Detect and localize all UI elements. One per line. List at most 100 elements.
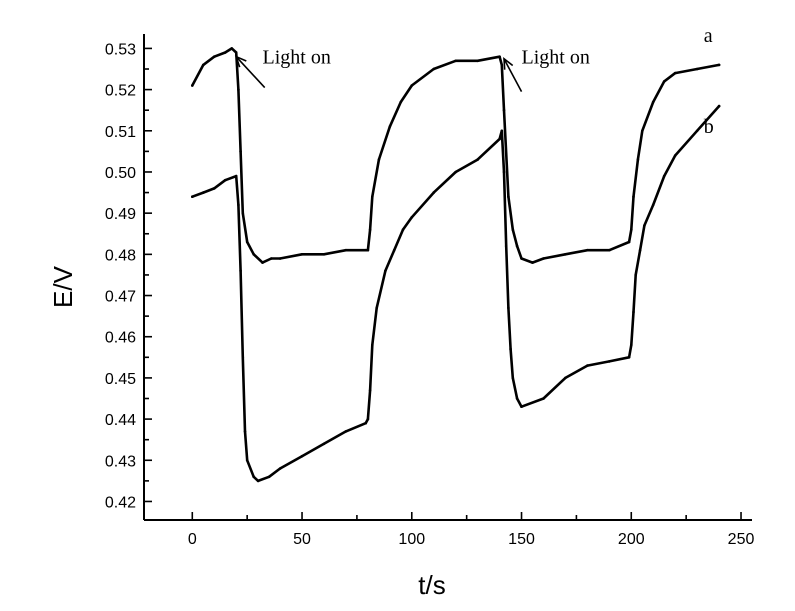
series-a-point [520, 257, 523, 260]
y-tick-label: 0.44 [105, 412, 136, 429]
annotation-arrow-shaft [235, 56, 266, 89]
series-a-point [239, 150, 242, 153]
series-a-point [237, 88, 240, 91]
series-a-point [202, 63, 205, 67]
series-line-a [191, 47, 721, 264]
series-b-point [564, 376, 567, 380]
annotation-arrow-head [503, 56, 514, 70]
series-a-point [498, 55, 501, 58]
series-a-point [454, 59, 458, 63]
series-b-point [608, 360, 611, 363]
series-b-point [643, 224, 646, 227]
series-a-point [673, 71, 677, 75]
x-axis-title: t/s [418, 570, 445, 600]
series-label-b: b [704, 116, 714, 138]
series-a-point [586, 248, 589, 252]
y-tick-label: 0.48 [105, 247, 136, 264]
series-b-point [237, 203, 240, 207]
series-b-point [627, 356, 631, 359]
series-a-point [511, 228, 515, 231]
x-tick-label: 100 [398, 531, 425, 548]
series-a-point [191, 84, 194, 87]
series-a-point [542, 257, 545, 260]
series-b-point [586, 364, 589, 367]
x-tick-label: 250 [728, 531, 755, 548]
series-b-point [520, 405, 523, 409]
series-a-point [377, 158, 381, 161]
series-b-point [695, 129, 699, 133]
series-a-point [630, 228, 633, 231]
series-b-point [632, 310, 635, 314]
series-b-point [410, 216, 414, 219]
series-b-point [511, 376, 515, 380]
series-a-point [632, 195, 635, 198]
series-a-point [507, 195, 510, 198]
y-tick-label: 0.49 [105, 206, 136, 223]
x-tick-label: 0 [188, 531, 197, 548]
series-b-point [507, 306, 510, 310]
series-b-point [454, 170, 458, 174]
series-b-point [498, 137, 501, 141]
series-b-point [630, 343, 633, 347]
series-b-point [364, 421, 368, 425]
series-b-point [300, 454, 304, 458]
series-b-point [432, 191, 436, 194]
series-a-point [500, 63, 504, 67]
series-b-point [371, 343, 374, 347]
annotation-light-on: Light on [522, 47, 590, 69]
series-a-point [388, 125, 392, 128]
series-a-point [230, 47, 234, 50]
series-b-point [401, 228, 405, 231]
series-a-point [636, 158, 640, 161]
series-b-point [191, 195, 194, 198]
series-a-point [608, 248, 611, 252]
series-a-point [564, 253, 567, 256]
series-a-point [366, 248, 370, 252]
series-a-point [261, 261, 264, 264]
y-tick-label: 0.42 [105, 494, 136, 511]
y-tick-label: 0.47 [105, 289, 136, 306]
series-b-point [392, 248, 396, 252]
series-a-point [531, 261, 534, 264]
series-a-point [695, 67, 699, 71]
series-b-point [384, 269, 387, 273]
series-b-point [502, 170, 506, 174]
series-a-point [641, 129, 644, 133]
series-a-point [245, 240, 249, 244]
y-tick-label: 0.45 [105, 371, 136, 388]
series-b-point [243, 430, 247, 433]
series-a-point [717, 63, 721, 67]
series-b-point [212, 187, 216, 190]
series-label-a: a [704, 25, 713, 47]
series-b-point [509, 347, 512, 351]
annotation-light-on: Light on [263, 47, 331, 69]
series-a-point [364, 248, 368, 252]
series-a-point [410, 84, 414, 87]
annotation-arrow-head [234, 55, 247, 68]
series-b-point [515, 397, 519, 400]
x-tick-label: 150 [508, 531, 535, 548]
y-tick-label: 0.50 [105, 165, 136, 182]
series-b-point [651, 203, 655, 207]
x-tick-label: 50 [293, 531, 311, 548]
series-b-point [375, 306, 379, 310]
series-b-point [267, 475, 271, 479]
series-a-point [662, 80, 666, 83]
series-b-point [500, 129, 504, 133]
series-b-point [245, 459, 249, 462]
series-a-point [322, 253, 326, 256]
series-b-point [476, 158, 479, 161]
y-tick-label: 0.43 [105, 453, 136, 470]
x-tick-label: 200 [618, 531, 645, 548]
series-a-point [368, 228, 372, 231]
series-a-point [432, 67, 436, 71]
series-b-point [504, 244, 508, 248]
annotation-arrow-shaft [503, 58, 523, 93]
series-b-point [322, 442, 326, 446]
series-a-point [627, 240, 631, 244]
series-b-point [638, 248, 642, 252]
series-b-point [717, 104, 721, 108]
series-line-b [191, 104, 721, 483]
series-b-point [278, 467, 282, 470]
